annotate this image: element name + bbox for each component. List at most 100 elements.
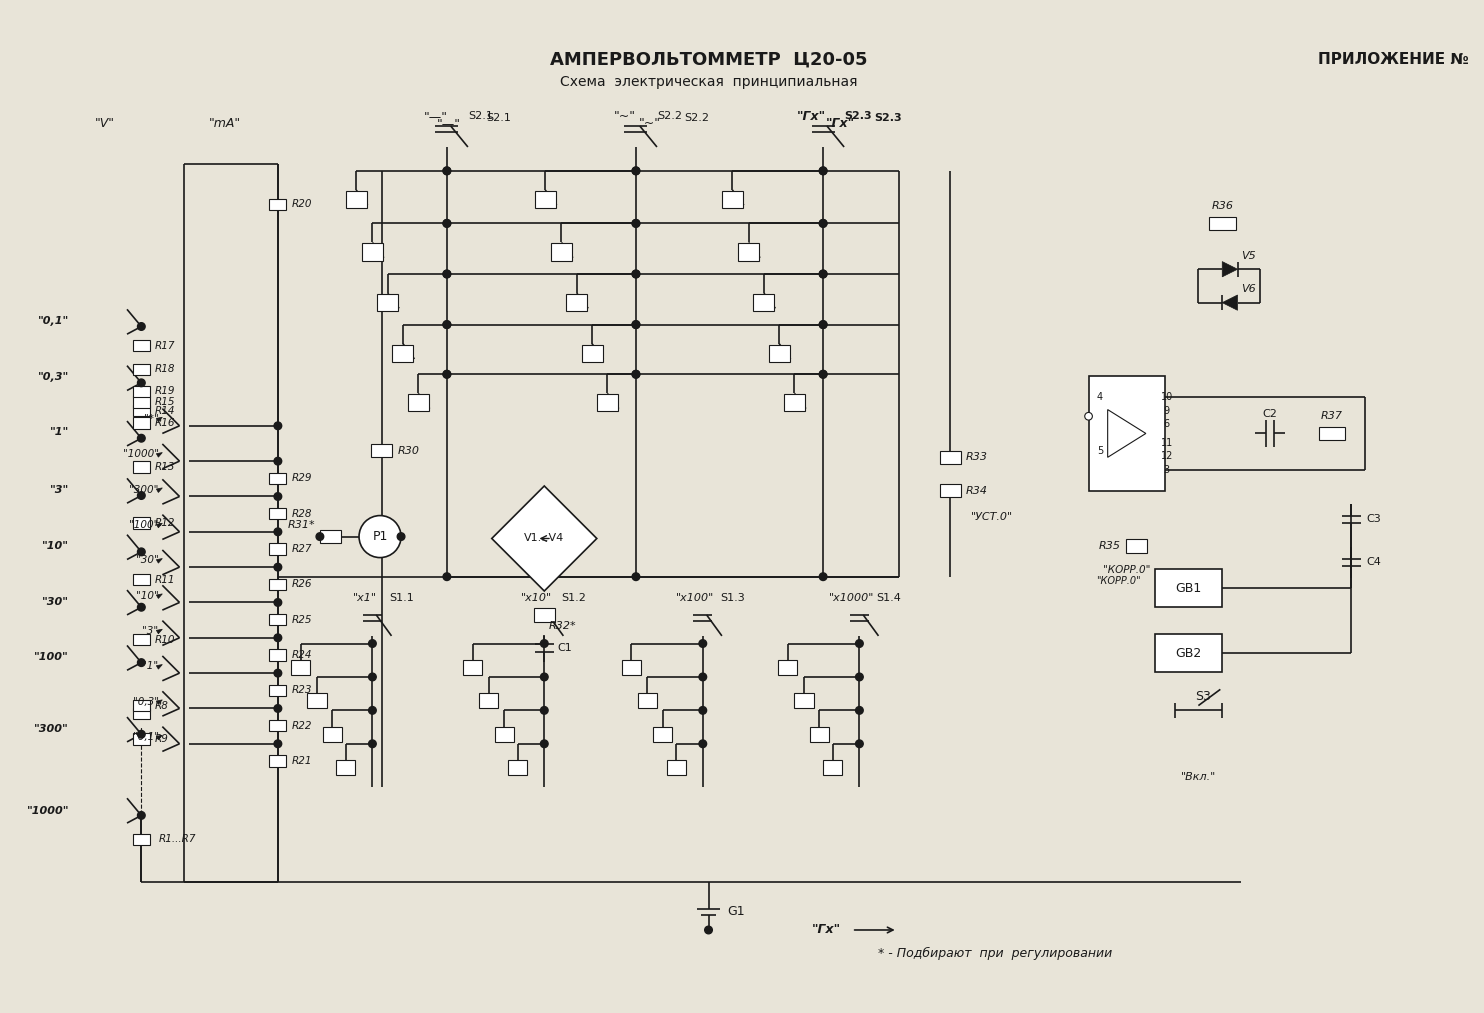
Circle shape: [138, 604, 145, 611]
Text: "1000": "1000": [123, 450, 159, 460]
Circle shape: [699, 639, 706, 647]
Text: Схема  электрическая  принципиальная: Схема электрическая принципиальная: [559, 75, 858, 89]
Circle shape: [632, 167, 640, 174]
Polygon shape: [156, 594, 162, 599]
Circle shape: [699, 739, 706, 748]
Circle shape: [444, 220, 451, 227]
Polygon shape: [1223, 295, 1238, 310]
Circle shape: [540, 673, 548, 681]
Bar: [377, 294, 398, 311]
Bar: [291, 659, 310, 675]
Circle shape: [444, 573, 451, 580]
Text: "0,1": "0,1": [132, 732, 159, 743]
Circle shape: [632, 321, 640, 328]
Bar: [269, 614, 286, 625]
Circle shape: [275, 670, 282, 677]
Text: R22: R22: [291, 720, 312, 730]
Bar: [269, 756, 286, 767]
Bar: [597, 394, 617, 411]
Text: V5: V5: [1242, 251, 1257, 260]
Text: "100": "100": [34, 652, 68, 661]
Circle shape: [632, 371, 640, 378]
Text: R37: R37: [1321, 411, 1343, 421]
Circle shape: [819, 321, 827, 328]
Text: V1...V4: V1...V4: [524, 534, 564, 544]
Text: R34: R34: [966, 486, 987, 495]
Text: "Γx": "Γx": [825, 116, 855, 130]
Bar: [408, 394, 429, 411]
Circle shape: [275, 563, 282, 571]
Text: S1.3: S1.3: [720, 593, 745, 603]
Circle shape: [856, 739, 864, 748]
Circle shape: [444, 270, 451, 278]
Circle shape: [359, 516, 401, 557]
Text: R21: R21: [291, 756, 312, 766]
Text: R13: R13: [154, 462, 175, 472]
Polygon shape: [156, 629, 162, 634]
Text: "300": "300": [34, 723, 68, 733]
Bar: [794, 693, 813, 708]
Text: "*": "*": [144, 414, 159, 424]
Circle shape: [540, 739, 548, 748]
Bar: [1089, 376, 1165, 490]
Circle shape: [138, 730, 145, 738]
Bar: [754, 294, 775, 311]
Text: R28: R28: [291, 509, 312, 519]
Circle shape: [316, 533, 324, 540]
Text: S2.3: S2.3: [844, 111, 871, 122]
Circle shape: [275, 739, 282, 748]
Bar: [738, 243, 760, 260]
Text: R35: R35: [1100, 541, 1120, 551]
Text: P1: P1: [372, 530, 387, 543]
Text: S2.1: S2.1: [485, 113, 510, 124]
Text: "1": "1": [49, 427, 68, 438]
Bar: [362, 243, 383, 260]
Polygon shape: [156, 453, 162, 457]
Circle shape: [138, 379, 145, 387]
Text: V6: V6: [1242, 285, 1257, 294]
Text: ПРИЛОЖЕНИЕ №: ПРИЛОЖЕНИЕ №: [1318, 52, 1469, 67]
Bar: [784, 394, 804, 411]
Circle shape: [368, 739, 377, 748]
Bar: [567, 294, 588, 311]
Text: R26: R26: [291, 579, 312, 590]
Text: R20: R20: [291, 200, 312, 210]
Bar: [132, 834, 150, 845]
Text: "~": "~": [613, 110, 635, 123]
Circle shape: [819, 220, 827, 227]
Text: "3": "3": [142, 626, 159, 636]
Text: R32*: R32*: [549, 621, 577, 631]
Text: R14: R14: [154, 405, 175, 415]
Text: "100": "100": [129, 520, 159, 530]
Circle shape: [632, 220, 640, 227]
Circle shape: [444, 167, 451, 174]
Text: 4: 4: [1097, 392, 1103, 402]
Circle shape: [632, 321, 640, 328]
Text: "mA": "mA": [208, 116, 240, 130]
Text: R10: R10: [154, 635, 175, 644]
Bar: [132, 461, 150, 473]
Circle shape: [705, 926, 712, 934]
Circle shape: [444, 167, 451, 174]
Bar: [1156, 569, 1223, 607]
Bar: [269, 508, 286, 520]
Bar: [479, 693, 499, 708]
Bar: [132, 396, 150, 407]
Text: 6: 6: [1163, 419, 1169, 428]
Circle shape: [275, 599, 282, 607]
Text: "x1000": "x1000": [830, 593, 874, 603]
Text: R12: R12: [154, 519, 175, 528]
Bar: [132, 733, 150, 745]
Text: R36: R36: [1211, 202, 1233, 211]
Bar: [371, 444, 392, 457]
Bar: [721, 190, 743, 208]
Circle shape: [699, 706, 706, 714]
Circle shape: [138, 811, 145, 820]
Text: C1: C1: [558, 643, 573, 653]
Bar: [392, 344, 414, 362]
Circle shape: [540, 639, 548, 647]
Bar: [307, 693, 326, 708]
Circle shape: [138, 658, 145, 667]
Bar: [582, 344, 603, 362]
Polygon shape: [1223, 261, 1238, 277]
